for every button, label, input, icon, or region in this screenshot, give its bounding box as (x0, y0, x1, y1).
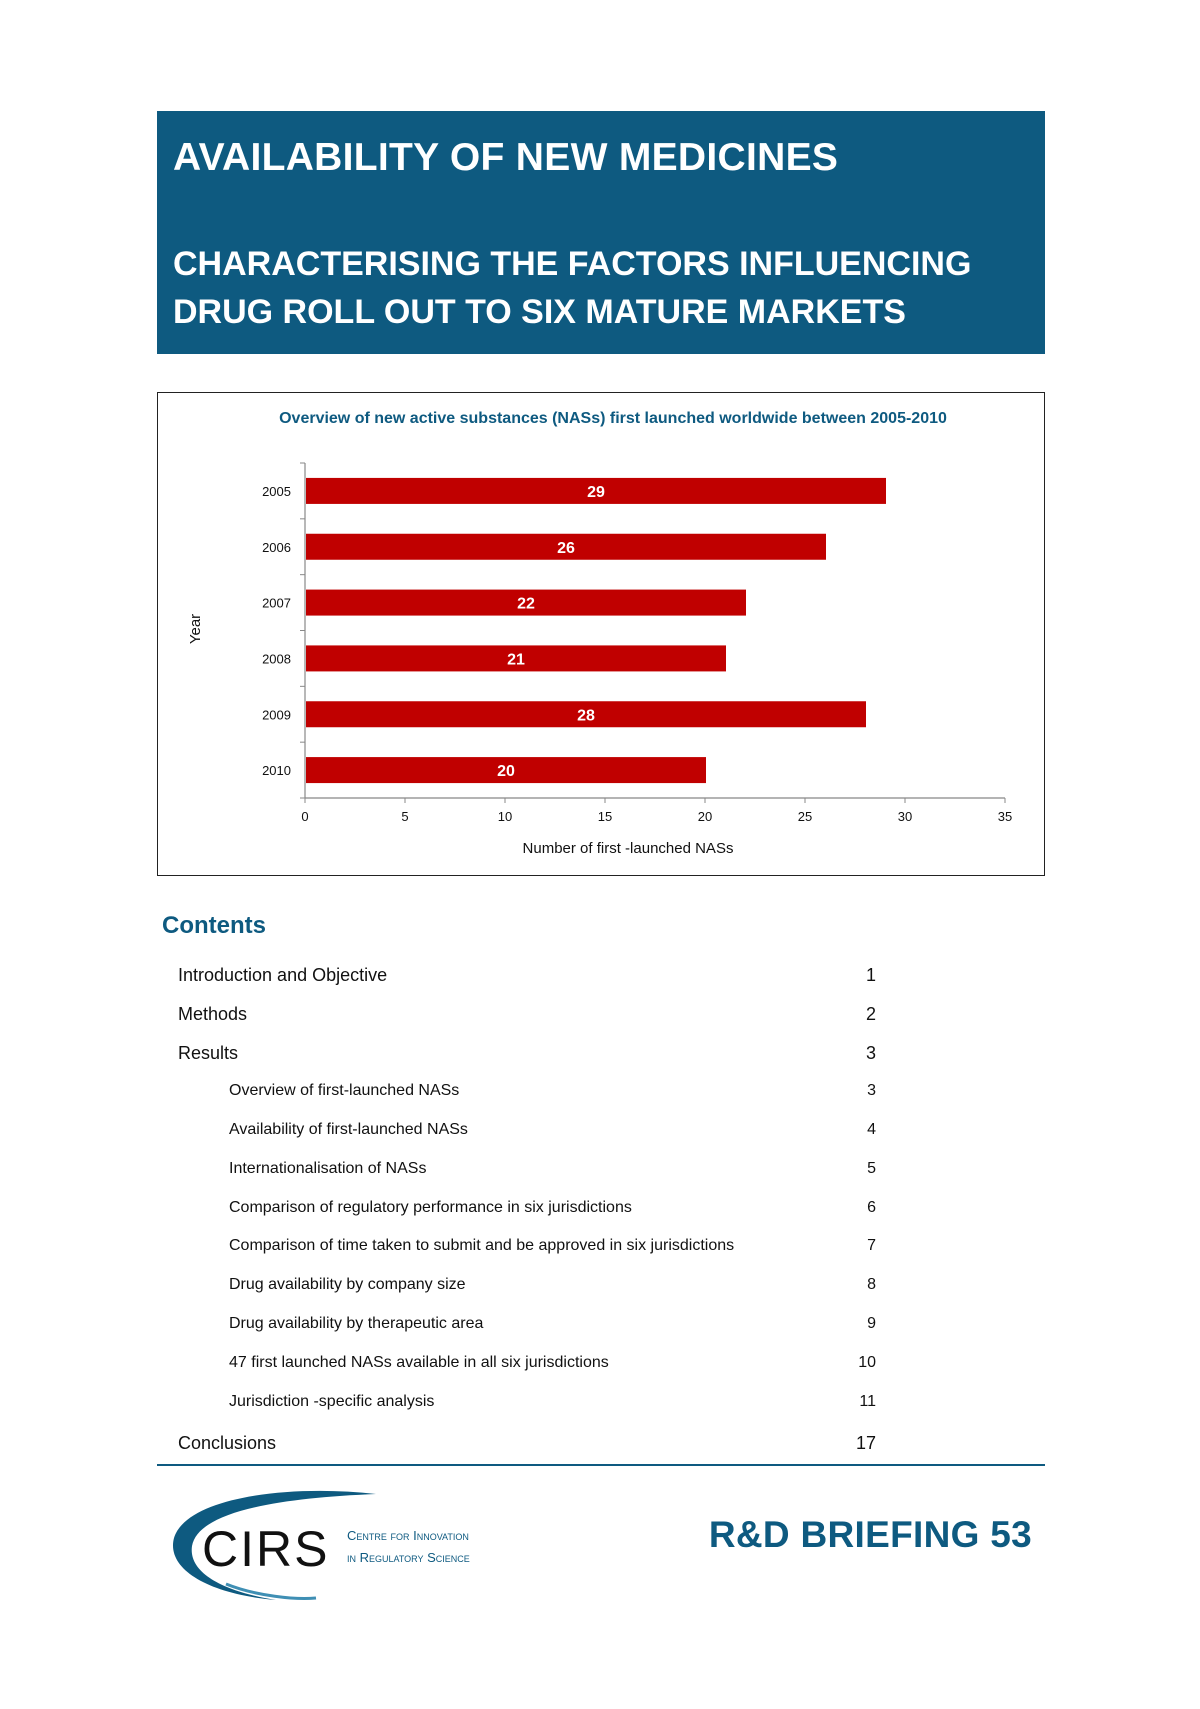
contents-heading: Contents (162, 912, 266, 939)
toc-item-label: Comparison of time taken to submit and b… (229, 1237, 735, 1254)
x-tick-label: 35 (998, 809, 1012, 824)
bar-data-label: 28 (577, 707, 595, 724)
x-tick-label: 25 (798, 809, 812, 824)
chart-bar (306, 533, 826, 560)
toc-item-label: Overview of first-launched NASs (229, 1082, 460, 1099)
toc-item-label: Drug availability by company size (229, 1276, 466, 1293)
toc-item: Comparison of time taken to submit and b… (0, 1237, 1200, 1267)
toc-item: Drug availability by therapeutic area 9 (0, 1315, 1200, 1345)
toc-item: Comparison of regulatory performance in … (0, 1199, 1200, 1229)
toc-item-label: Conclusions (178, 1433, 277, 1453)
toc-item-label: Jurisdiction -specific analysis (229, 1393, 435, 1410)
logo-tagline-line2: in Regulatory Science (347, 1550, 470, 1565)
y-tick-label: 2006 (262, 540, 291, 555)
toc-item-page: 17 (855, 1433, 876, 1453)
chart-bar (306, 701, 866, 728)
toc-item-page: 6 (867, 1199, 876, 1216)
toc-item-label: 47 first launched NASs available in all … (229, 1354, 609, 1371)
x-tick-label: 15 (598, 809, 612, 824)
chart-title: Overview of new active substances (NASs)… (279, 410, 947, 427)
toc-item: Internationalisation of NASs 5 (0, 1160, 1200, 1190)
bar-data-label: 20 (497, 763, 515, 780)
toc-item-label: Comparison of regulatory performance in … (229, 1199, 632, 1216)
toc-item: Methods 2 (0, 1004, 1200, 1034)
bar-data-label: 22 (517, 596, 535, 613)
bar-data-label: 29 (587, 484, 605, 501)
y-tick-label: 2009 (262, 707, 291, 722)
toc-item: Conclusions 17 (0, 1433, 1200, 1463)
x-axis-title: Number of first -launched NASs (523, 840, 734, 857)
y-tick-label: 2007 (262, 596, 291, 611)
logo-wordmark: CIRS (202, 1521, 329, 1577)
toc-item: Jurisdiction -specific analysis 11 (0, 1393, 1200, 1423)
y-tick-label: 2010 (262, 763, 291, 778)
y-axis-title: Year (187, 614, 204, 644)
cirs-logo: CIRS Centre for Innovation in Regulatory… (172, 1490, 470, 1600)
chart-bar (306, 645, 726, 672)
toc-item: Overview of first-launched NASs 3 (0, 1082, 1200, 1112)
toc-item-page: 5 (867, 1160, 876, 1177)
toc-item-label: Methods (178, 1004, 248, 1024)
x-tick-label: 30 (898, 809, 912, 824)
page-subtitle: CHARACTERISING THE FACTORS INFLUENCING D… (173, 244, 972, 332)
logo-swoosh-light-icon (225, 1582, 317, 1600)
toc-item: Introduction and Objective 1 (0, 965, 1200, 995)
toc-item-label: Drug availability by therapeutic area (229, 1315, 484, 1332)
logo-tagline-line1: Centre for Innovation (347, 1528, 469, 1543)
toc-item-page: 11 (859, 1393, 876, 1410)
title-banner: AVAILABILITY OF NEW MEDICINES CHARACTERI… (157, 111, 1045, 354)
x-tick-label: 20 (698, 809, 712, 824)
toc-item: 47 first launched NASs available in all … (0, 1354, 1200, 1384)
page-title: AVAILABILITY OF NEW MEDICINES (173, 136, 839, 179)
toc-item-label: Results (178, 1043, 239, 1063)
chart-bar (306, 757, 706, 784)
toc-item: Results 3 (0, 1043, 1200, 1073)
toc-item-label: Internationalisation of NASs (229, 1160, 427, 1177)
chart-panel: Overview of new active substances (NASs)… (157, 392, 1045, 876)
toc-item: Availability of first-launched NASs 4 (0, 1121, 1200, 1151)
x-tick-label: 5 (401, 809, 408, 824)
y-tick-label: 2005 (262, 484, 291, 499)
bar-chart: Overview of new active substances (NASs)… (187, 410, 1012, 857)
toc-item-page: 7 (867, 1237, 876, 1254)
toc-item-page: 4 (867, 1121, 876, 1138)
toc-item-label: Introduction and Objective (178, 965, 388, 985)
toc-item-page: 8 (867, 1276, 876, 1293)
toc-item-label: Availability of first-launched NASs (229, 1121, 468, 1138)
bar-data-label: 21 (507, 651, 525, 668)
chart-bar (306, 477, 886, 504)
footer-divider (157, 1464, 1045, 1466)
toc-item-page: 1 (865, 965, 876, 985)
toc-item-page: 3 (867, 1082, 876, 1099)
toc-item-page: 3 (865, 1043, 876, 1063)
y-tick-label: 2008 (262, 651, 291, 666)
briefing-number: R&D BRIEFING 53 (708, 1514, 1032, 1555)
toc-item-page: 10 (858, 1354, 876, 1371)
toc-item-page: 2 (865, 1004, 876, 1024)
toc-item-page: 9 (867, 1315, 876, 1332)
x-tick-label: 10 (498, 809, 512, 824)
toc-item: Drug availability by company size 8 (0, 1276, 1200, 1306)
chart-bar (306, 589, 746, 616)
bar-data-label: 26 (557, 540, 575, 557)
x-tick-label: 0 (301, 809, 308, 824)
